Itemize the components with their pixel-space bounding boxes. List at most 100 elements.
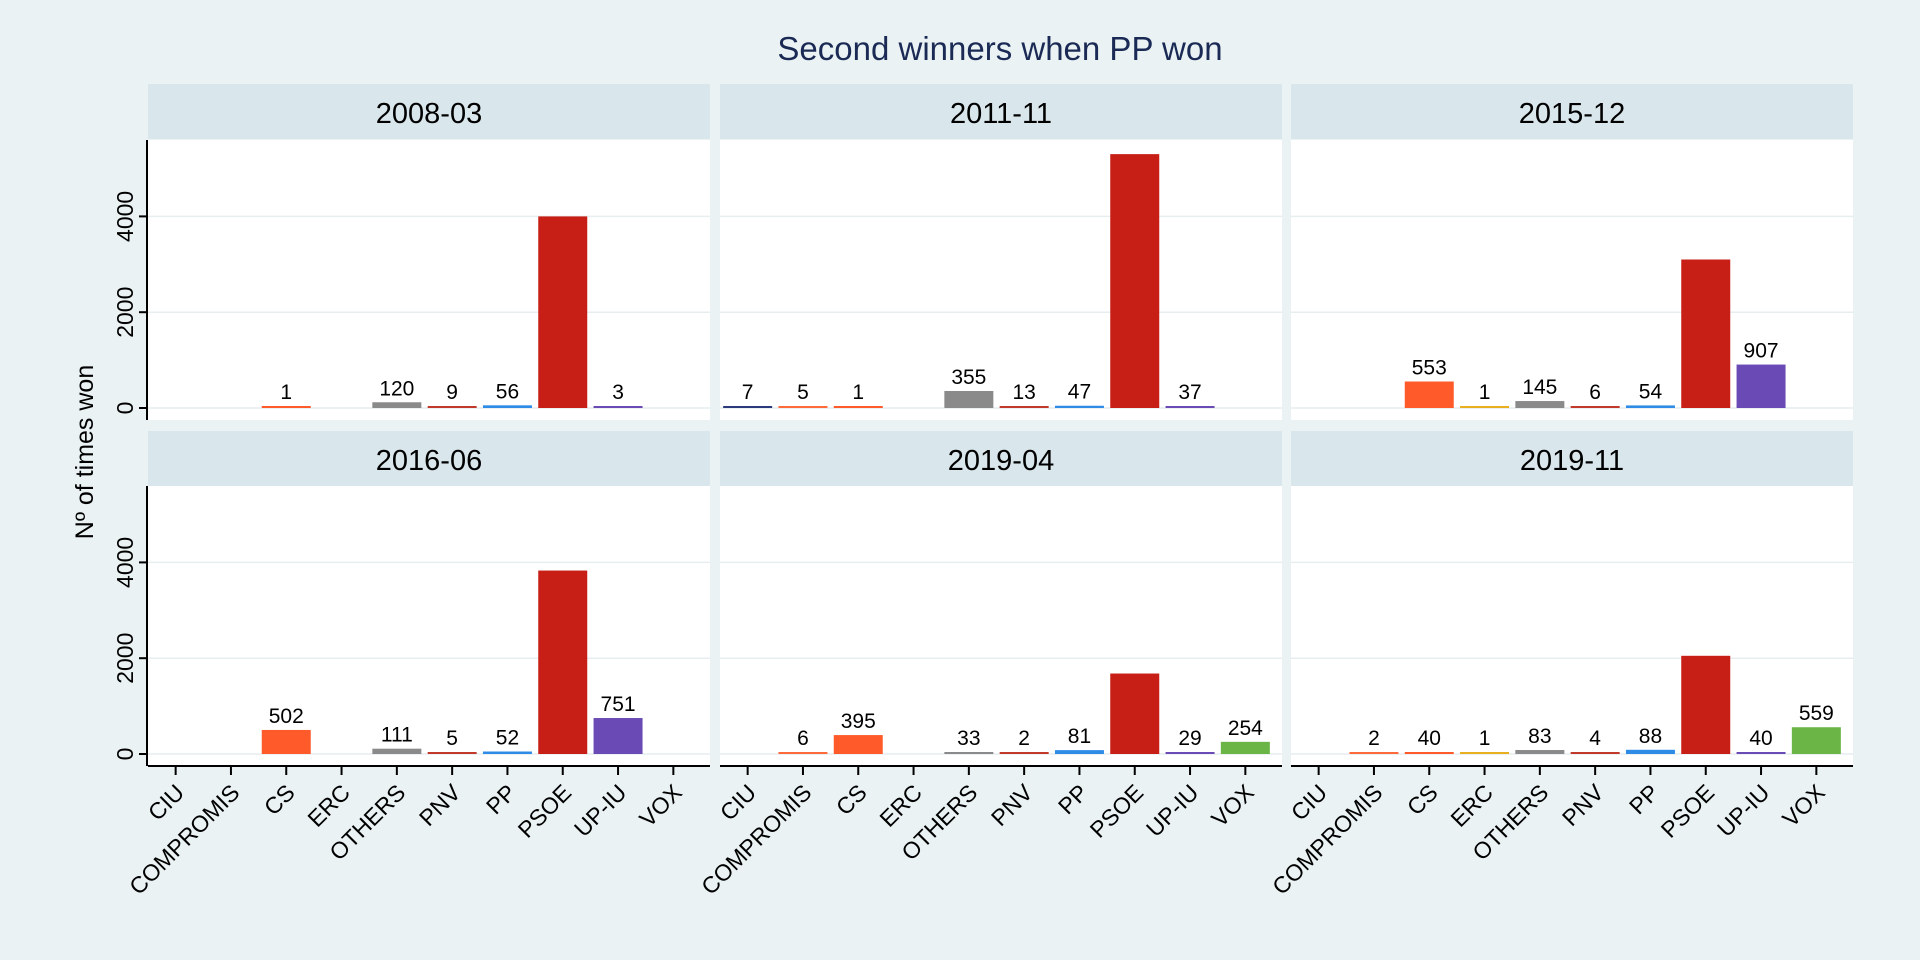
facet-strip	[1291, 84, 1853, 139]
value-label-2019-11-ERC: 1	[1479, 727, 1491, 750]
bar-2008-03-PSOE	[538, 216, 588, 408]
bar-2015-12-PSOE	[1681, 259, 1731, 408]
value-label-2015-12-UP-IU: 907	[1744, 340, 1779, 363]
x-tick-label-CIU: CIU	[1286, 779, 1332, 825]
x-tick-label-PP: PP	[481, 779, 521, 819]
bar-2011-11-CIU	[723, 406, 773, 408]
value-label-2015-12-OTHERS: 145	[1522, 376, 1557, 399]
value-label-2019-04-CS: 395	[841, 710, 876, 733]
value-label-2008-03-PNV: 9	[446, 381, 458, 404]
value-label-2015-12-CS: 553	[1412, 357, 1447, 380]
x-tick-label-VOX: VOX	[634, 779, 687, 832]
plot-area	[720, 140, 1282, 420]
panel-2008-03: 2008-03 1 120 9 56 3 0 2000 4000	[112, 84, 710, 420]
facet-strip-label: 2019-11	[1520, 445, 1624, 477]
value-label-2008-03-CS: 1	[280, 381, 292, 404]
x-tick-label-PSOE: PSOE	[1656, 779, 1720, 843]
facet-strip	[148, 84, 710, 139]
bar-2015-12-OTHERS	[1515, 401, 1565, 408]
bar-2011-11-PNV	[999, 406, 1049, 408]
bar-2019-11-CS	[1404, 752, 1454, 754]
bar-2019-11-VOX	[1791, 727, 1841, 754]
bar-2019-11-PP	[1625, 749, 1675, 754]
x-tick-label-PP: PP	[1624, 779, 1664, 819]
x-tick-label-VOX: VOX	[1206, 779, 1259, 832]
bar-2008-03-OTHERS	[372, 402, 422, 408]
bar-2019-04-COMPROMIS	[778, 752, 828, 754]
bar-2015-12-PNV	[1570, 406, 1620, 408]
bar-2019-04-PP	[1054, 750, 1104, 754]
y-tick-label-0: 0	[112, 402, 138, 415]
bar-2016-06-PSOE	[538, 570, 588, 754]
y-tick-label-2000: 2000	[112, 287, 138, 338]
x-tick-label-UP-IU: UP-IU	[1712, 779, 1775, 842]
value-label-2016-06-OTHERS: 111	[381, 724, 413, 747]
bar-2019-04-PSOE	[1110, 673, 1160, 754]
x-tick-label-UP-IU: UP-IU	[1141, 779, 1204, 842]
value-label-2019-11-VOX: 559	[1799, 702, 1834, 725]
bar-2008-03-UP-IU	[593, 406, 643, 408]
value-label-2011-11-CIU: 7	[742, 381, 754, 404]
value-label-2008-03-PP: 56	[496, 380, 519, 403]
value-label-2015-12-PNV: 6	[1589, 381, 1601, 404]
bar-2019-11-PNV	[1570, 752, 1620, 754]
value-label-2019-04-VOX: 254	[1228, 717, 1263, 740]
value-label-2019-11-COMPROMIS: 2	[1368, 727, 1380, 750]
bar-2016-06-CS	[261, 729, 311, 754]
bar-2019-04-UP-IU	[1165, 752, 1215, 754]
value-label-2011-11-PP: 47	[1068, 381, 1091, 404]
value-label-2019-11-UP-IU: 40	[1749, 727, 1772, 750]
facet-strip	[720, 431, 1282, 486]
bar-2015-12-CS	[1404, 381, 1454, 408]
x-tick-label-PP: PP	[1053, 779, 1093, 819]
plot-area	[720, 486, 1282, 766]
value-label-2008-03-OTHERS: 120	[379, 377, 414, 400]
value-label-2011-11-CS: 1	[852, 381, 864, 404]
value-label-2019-11-PNV: 4	[1589, 727, 1601, 750]
x-tick-label-CS: CS	[831, 779, 872, 820]
plot-area	[148, 140, 710, 420]
x-tick-label-PSOE: PSOE	[1085, 779, 1149, 843]
bar-2008-03-PP	[482, 405, 532, 408]
value-label-2016-06-CS: 502	[269, 705, 304, 728]
value-label-2019-11-PP: 88	[1639, 725, 1662, 748]
x-tick-label-PSOE: PSOE	[513, 779, 577, 843]
facet-strip-label: 2016-06	[376, 445, 482, 477]
facet-strip-label: 2008-03	[376, 98, 482, 130]
bar-2019-11-COMPROMIS	[1349, 752, 1399, 754]
bar-2008-03-PNV	[427, 406, 477, 408]
value-label-2016-06-PNV: 5	[446, 727, 458, 750]
x-tick-label-CIU: CIU	[143, 779, 189, 825]
bar-2011-11-PSOE	[1110, 154, 1160, 408]
value-label-2019-04-PNV: 2	[1018, 727, 1030, 750]
y-tick-label-4000: 4000	[112, 191, 138, 242]
chart-title: Second winners when PP won	[777, 30, 1222, 67]
y-tick-label-4000: 4000	[112, 537, 138, 588]
value-label-2011-11-COMPROMIS: 5	[797, 381, 809, 404]
bar-2011-11-CS	[833, 406, 883, 408]
facet-strip-label: 2015-12	[1519, 98, 1625, 130]
value-label-2011-11-PNV: 13	[1012, 381, 1035, 404]
bar-2019-11-UP-IU	[1736, 752, 1786, 754]
bar-2011-11-OTHERS	[944, 390, 994, 408]
value-label-2008-03-UP-IU: 3	[612, 381, 624, 404]
bar-2008-03-CS	[261, 406, 311, 408]
value-label-2016-06-PP: 52	[496, 727, 519, 750]
facet-strip	[1291, 431, 1853, 486]
plot-area	[1291, 486, 1853, 766]
panel-2011-11: 2011-11 7 5 1 355 13 47 37	[720, 84, 1282, 420]
x-tick-label-PNV: PNV	[1557, 779, 1609, 831]
x-tick-label-CIU: CIU	[715, 779, 761, 825]
facet-strip	[148, 431, 710, 486]
bar-2016-06-UP-IU	[593, 718, 643, 754]
value-label-2019-04-UP-IU: 29	[1178, 727, 1201, 750]
bar-2019-04-PNV	[999, 752, 1049, 754]
facet-strip-label: 2011-11	[950, 98, 1052, 130]
bar-2016-06-PP	[482, 751, 532, 754]
bar-2019-11-OTHERS	[1515, 750, 1565, 754]
bar-2011-11-COMPROMIS	[778, 406, 828, 408]
bar-2015-12-ERC	[1460, 406, 1510, 408]
x-tick-label-PNV: PNV	[414, 779, 466, 831]
